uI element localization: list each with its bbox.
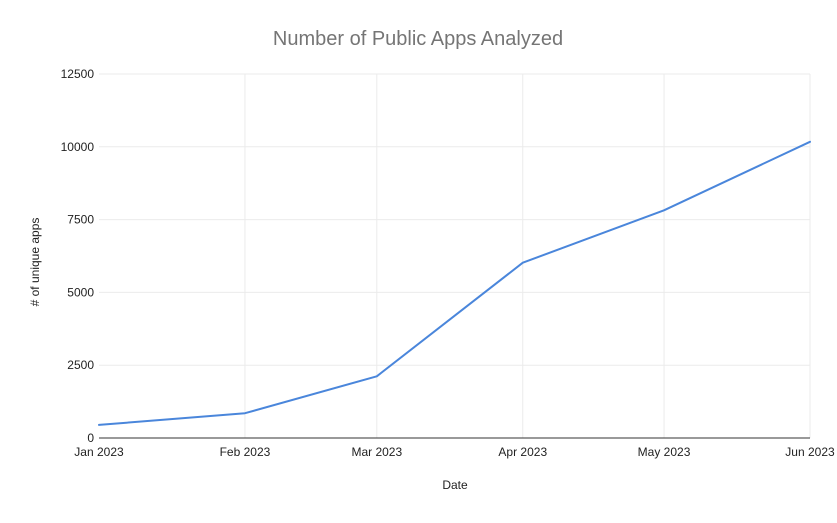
- data-point: [520, 260, 525, 265]
- chart-title: Number of Public Apps Analyzed: [273, 28, 563, 50]
- y-tick-label: 7500: [67, 213, 94, 227]
- y-axis-title: # of unique apps: [28, 218, 42, 307]
- data-point: [808, 139, 813, 144]
- y-tick-label: 12500: [61, 67, 95, 81]
- x-tick-label: Jun 2023: [785, 445, 835, 459]
- x-tick-label: Jan 2023: [74, 445, 124, 459]
- y-tick-label: 5000: [67, 285, 94, 299]
- x-axis-title: Date: [442, 478, 468, 492]
- y-tick-label: 10000: [61, 140, 95, 154]
- data-point: [662, 208, 667, 213]
- gridlines: [99, 73, 811, 438]
- data-point: [97, 422, 102, 427]
- x-tick-label: Mar 2023: [351, 445, 402, 459]
- x-tick-label: May 2023: [638, 445, 691, 459]
- data-point: [242, 411, 247, 416]
- series-line: [98, 140, 811, 426]
- y-tick-label: 0: [87, 431, 94, 445]
- data-point: [374, 374, 379, 379]
- series-lines: [97, 139, 813, 427]
- x-tick-label: Apr 2023: [498, 445, 547, 459]
- x-tick-label: Feb 2023: [220, 445, 271, 459]
- x-axis-tick-labels: Jan 2023 Feb 2023 Mar 2023 Apr 2023 May 2023…: [74, 445, 835, 459]
- y-axis-tick-labels: 0 2500 5000 7500 10000 12500: [61, 67, 95, 445]
- y-tick-label: 2500: [67, 358, 94, 372]
